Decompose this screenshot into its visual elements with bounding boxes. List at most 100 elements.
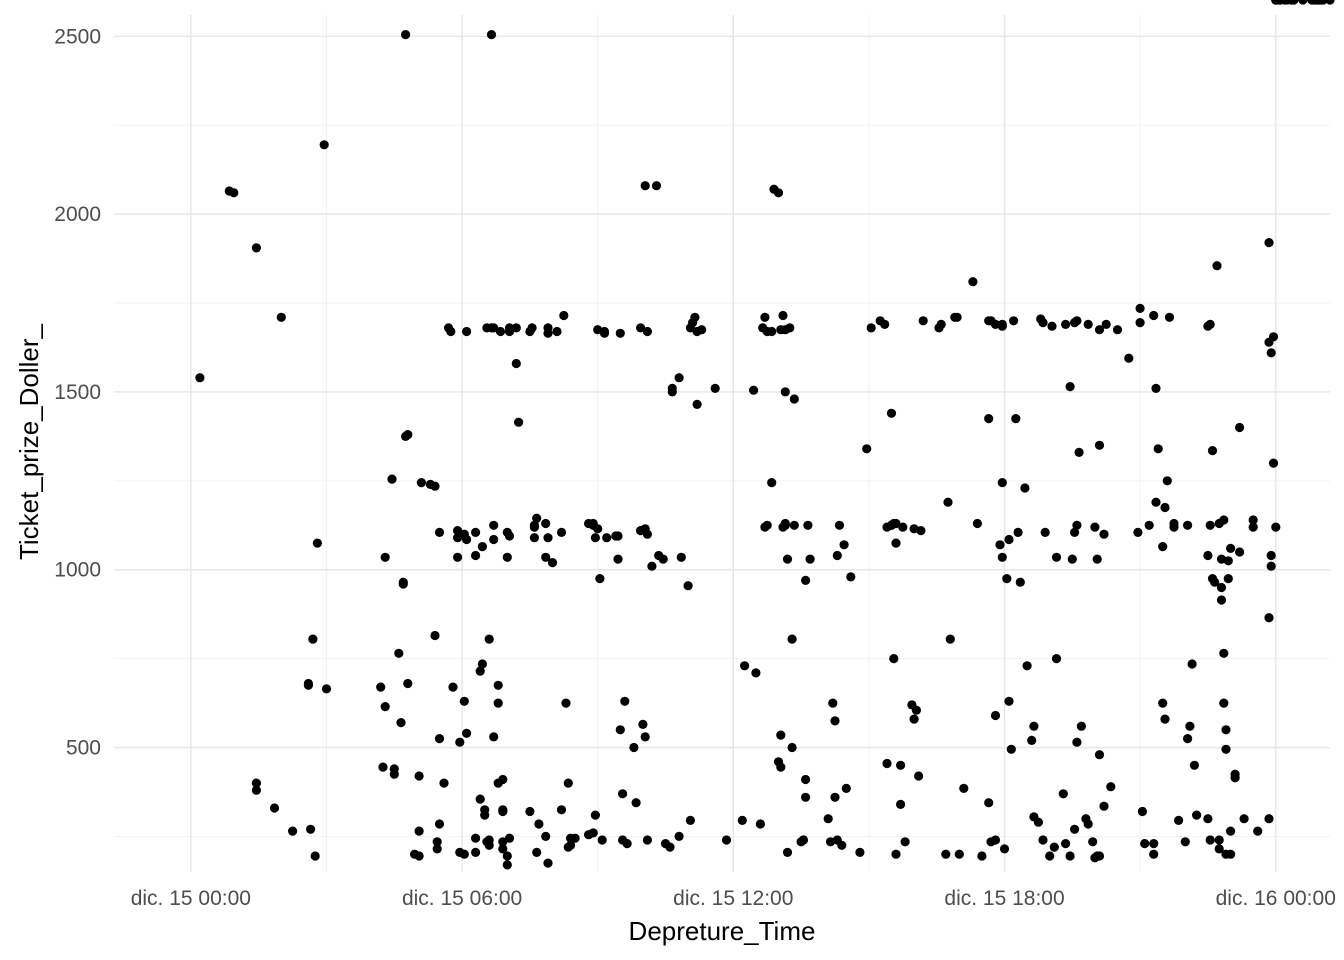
data-point — [559, 310, 569, 321]
data-point — [502, 860, 512, 870]
data-point — [484, 835, 494, 845]
data-point — [613, 531, 623, 541]
data-point — [882, 758, 892, 769]
data-point — [1149, 849, 1159, 859]
data-point — [561, 698, 571, 708]
data-point — [801, 575, 811, 586]
data-point — [1158, 698, 1168, 708]
data-point — [229, 188, 239, 198]
data-point — [563, 778, 573, 788]
data-point — [984, 414, 994, 424]
data-point — [667, 387, 677, 397]
data-point — [276, 312, 286, 322]
data-point — [448, 682, 458, 692]
data-point — [1205, 520, 1215, 530]
data-point — [999, 844, 1010, 854]
data-point — [1160, 714, 1170, 724]
data-point — [1205, 835, 1215, 845]
data-point — [1038, 318, 1048, 328]
data-point — [489, 534, 499, 545]
x-tick-label: dic. 15 18:00 — [944, 887, 1064, 910]
data-point — [1183, 520, 1193, 530]
data-point — [556, 527, 567, 538]
data-point — [439, 778, 449, 788]
data-point — [828, 698, 838, 708]
data-point — [620, 696, 630, 706]
data-point — [1266, 561, 1276, 571]
x-axis-tick-labels: dic. 15 00:00 dic. 15 06:00 dic. 15 12:00 d… — [131, 887, 1336, 910]
data-point — [1083, 819, 1093, 829]
data-point — [1239, 814, 1249, 824]
data-point — [1072, 737, 1082, 747]
data-point — [432, 837, 442, 847]
data-point — [615, 725, 625, 735]
data-point — [1219, 648, 1229, 658]
data-point — [1226, 826, 1236, 836]
data-point — [1162, 476, 1172, 486]
data-point — [1203, 550, 1213, 561]
data-point — [1094, 440, 1105, 450]
data-point — [489, 732, 499, 742]
data-point — [471, 550, 481, 561]
data-point — [674, 373, 684, 383]
data-point — [1180, 837, 1190, 847]
data-point — [767, 326, 777, 337]
data-point — [801, 792, 811, 802]
data-point — [1216, 582, 1227, 593]
data-point — [486, 29, 497, 40]
data-point — [552, 326, 562, 337]
data-point — [477, 542, 487, 552]
data-point — [1047, 321, 1057, 331]
x-tick-label: dic. 16 00:00 — [1216, 887, 1336, 910]
data-point — [1153, 444, 1163, 454]
data-point — [1149, 839, 1159, 849]
data-point — [891, 518, 901, 529]
data-point — [1151, 383, 1161, 393]
data-point — [529, 520, 540, 530]
data-point — [403, 430, 413, 440]
data-point — [782, 847, 793, 858]
data-point — [762, 520, 772, 530]
data-point — [1045, 851, 1055, 861]
data-point — [798, 835, 809, 845]
data-point — [498, 774, 508, 785]
y-tick-label: 2500 — [54, 25, 101, 48]
data-point — [1051, 654, 1062, 664]
data-point — [414, 851, 424, 861]
data-point — [1187, 659, 1197, 669]
data-point — [1248, 515, 1258, 525]
data-point — [597, 835, 607, 845]
data-point — [615, 328, 625, 338]
data-point — [642, 835, 653, 845]
data-point — [1074, 447, 1084, 457]
data-point — [1137, 806, 1147, 817]
data-point — [780, 520, 790, 530]
data-point — [1009, 316, 1019, 326]
data-point — [936, 319, 946, 329]
data-point — [543, 533, 553, 543]
data-point — [1325, 0, 1335, 5]
data-point — [1106, 782, 1116, 792]
data-point — [658, 554, 668, 564]
data-points — [195, 0, 1335, 870]
data-point — [1207, 446, 1218, 456]
data-point — [434, 819, 445, 829]
data-point — [1011, 414, 1021, 424]
data-point — [1094, 750, 1105, 760]
data-point — [1271, 522, 1281, 532]
data-point — [1006, 744, 1016, 754]
data-point — [1061, 839, 1071, 849]
data-point — [556, 805, 567, 815]
data-point — [251, 785, 261, 795]
data-point — [918, 316, 928, 326]
data-point — [638, 719, 648, 730]
data-point — [629, 742, 639, 753]
data-point — [1203, 814, 1213, 824]
data-point — [997, 552, 1007, 562]
data-point — [471, 847, 481, 858]
data-point — [911, 705, 922, 715]
data-point — [613, 554, 623, 564]
data-point — [1088, 837, 1098, 847]
data-point — [599, 328, 610, 338]
data-point — [462, 326, 472, 337]
